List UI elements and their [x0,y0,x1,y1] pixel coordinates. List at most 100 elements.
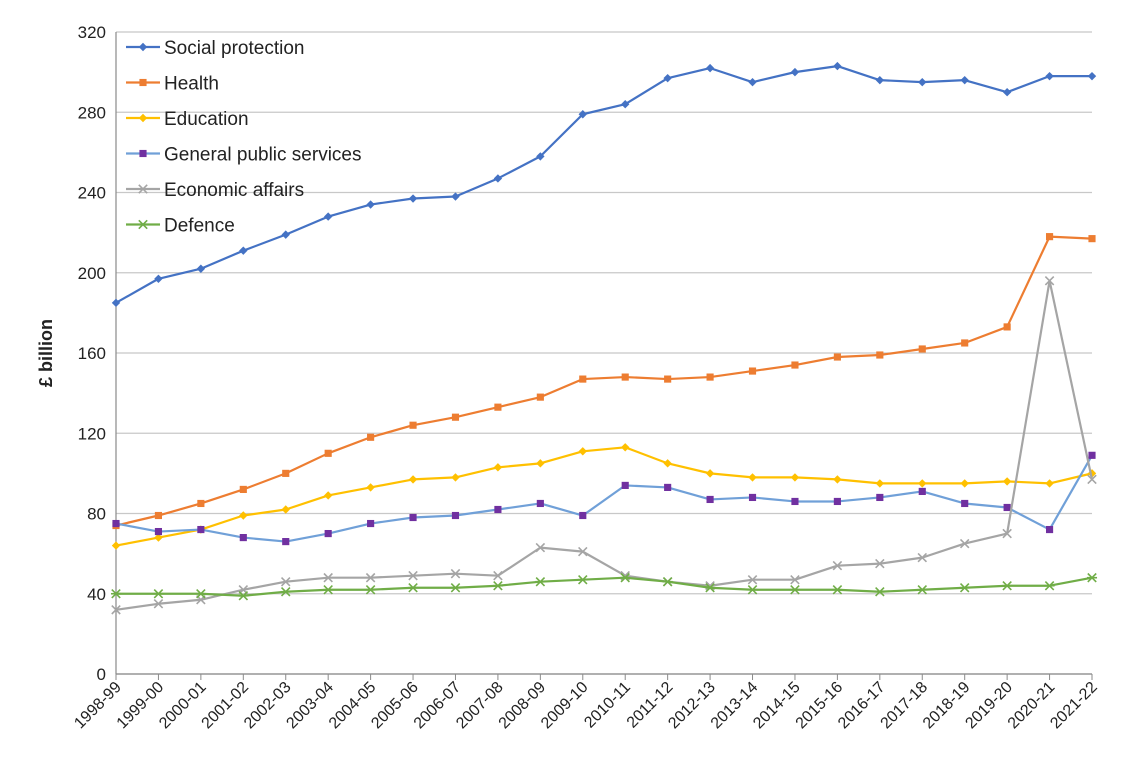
marker-stroke [790,574,800,585]
legend-item: Defence [126,216,235,237]
data-point [1003,503,1011,512]
data-point [195,588,206,599]
series-social-protection [111,61,1097,308]
legend-item: Social protection [126,38,304,59]
data-point [706,495,714,504]
data-point [281,505,290,514]
data-point [578,110,587,119]
marker-stroke [450,568,461,579]
data-point [536,499,544,508]
legend-label: Social protection [164,38,304,59]
marker-stroke [1044,276,1055,286]
data-point [1087,474,1097,485]
marker-stroke [153,599,164,609]
data-point [323,572,333,583]
data-point [536,393,544,401]
data-point [112,519,120,528]
data-point [917,584,928,595]
data-point [367,519,375,528]
data-point [111,605,121,615]
series-line [115,65,1092,304]
data-point [365,584,376,595]
data-point [876,493,884,502]
data-point [450,568,461,579]
data-point [408,194,418,203]
data-point [282,469,290,477]
data-point [280,576,291,587]
data-point [578,546,588,557]
data-point [960,479,969,488]
data-point [833,61,842,71]
y-tick-label: 120 [78,424,106,443]
marker-stroke [280,576,291,587]
y-tick-label: 40 [87,585,106,604]
data-point [918,479,927,488]
data-point [621,373,629,381]
marker-stroke [959,538,970,549]
data-point [748,473,757,482]
data-point [239,485,247,493]
data-point [535,542,546,553]
y-tick-label: 240 [78,184,106,203]
marker-stroke [578,546,588,557]
data-point [1045,233,1054,241]
data-point [408,582,419,593]
data-point [494,505,502,514]
marker-stroke [1087,474,1097,485]
data-point [875,558,885,569]
data-point [1002,477,1012,486]
data-point [833,497,841,506]
marker-stroke [365,572,376,583]
gridlines: 0 40 80 120 160 200 240 280 320 [78,23,1092,684]
data-point [139,149,147,158]
data-point [196,264,206,273]
data-point [110,588,122,599]
data-point [238,590,249,601]
data-point [662,576,673,587]
data-point [137,219,149,230]
data-point [324,449,332,457]
data-point [239,511,248,520]
marker-stroke [875,558,885,569]
data-point [493,570,503,581]
data-point [409,513,417,522]
data-point [280,586,291,597]
data-point [239,534,247,542]
data-point [197,499,205,508]
data-point [323,584,334,595]
data-point [409,421,417,429]
data-point [876,351,884,359]
legend-item: General public services [126,145,361,166]
data-point [790,67,800,77]
y-tick-label: 0 [97,665,106,684]
data-point [197,525,205,534]
data-point [918,345,926,353]
data-point [1044,276,1055,286]
data-point [621,100,630,109]
data-point [791,361,799,369]
legend-label: Defence [164,216,235,237]
data-point [790,574,800,585]
data-point [138,42,148,52]
data-point [578,447,587,456]
marker-stroke [138,184,148,194]
data-point [664,375,672,383]
data-point [367,433,375,441]
data-point [1002,528,1012,539]
data-point [536,459,545,468]
data-point [1045,479,1054,488]
data-point [875,75,885,85]
data-point [281,230,290,239]
data-point [961,499,969,508]
y-tick-label: 320 [78,23,106,42]
data-point [789,584,800,595]
series-general-public-services [112,451,1096,546]
data-point [111,298,121,308]
data-point [874,586,885,597]
data-point [579,511,587,520]
data-point [408,570,418,581]
data-point [621,443,630,452]
data-point [875,479,885,488]
data-point [239,246,248,255]
